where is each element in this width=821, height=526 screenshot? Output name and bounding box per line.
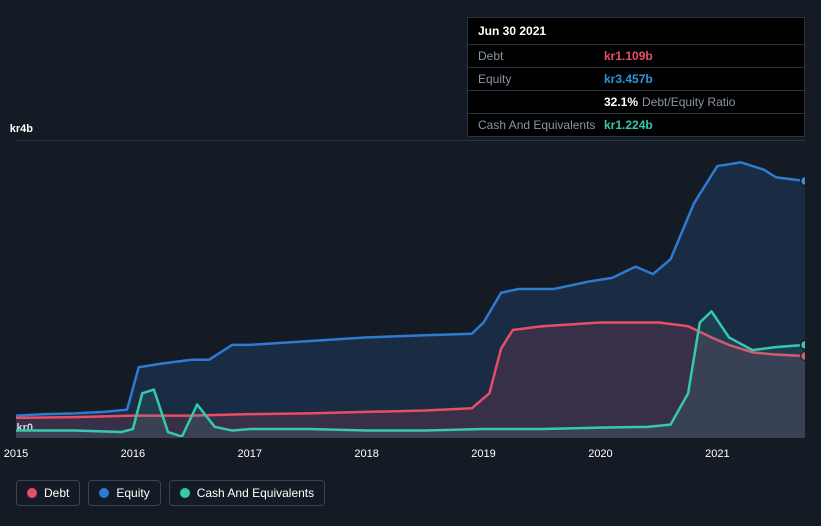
- legend-dot-icon: [27, 488, 37, 498]
- x-tick: 2021: [705, 448, 729, 460]
- tooltip-row: Debtkr1.109b: [468, 44, 804, 67]
- tooltip-row-value: kr1.224b: [604, 118, 653, 132]
- tooltip-row: 32.1%Debt/Equity Ratio: [468, 90, 804, 113]
- legend-item[interactable]: Debt: [16, 480, 80, 506]
- tooltip-row-label: Equity: [478, 72, 604, 86]
- legend-label: Equity: [116, 486, 149, 500]
- legend-label: Debt: [44, 486, 69, 500]
- chart-plot: [16, 140, 805, 438]
- legend-dot-icon: [180, 488, 190, 498]
- legend-label: Cash And Equivalents: [197, 486, 314, 500]
- series-end-marker: [801, 176, 806, 185]
- tooltip-row-suffix: Debt/Equity Ratio: [642, 95, 735, 109]
- x-tick: 2020: [588, 448, 612, 460]
- x-tick: 2015: [4, 448, 28, 460]
- tooltip-panel: Jun 30 2021 Debtkr1.109bEquitykr3.457b32…: [467, 17, 805, 137]
- tooltip-row-value: 32.1%Debt/Equity Ratio: [604, 95, 735, 109]
- y-tick-max: kr4b: [0, 123, 33, 135]
- tooltip-row-label: Debt: [478, 49, 604, 63]
- x-tick: 2016: [121, 448, 145, 460]
- tooltip-row-value: kr3.457b: [604, 72, 653, 86]
- x-tick: 2018: [354, 448, 378, 460]
- tooltip-date: Jun 30 2021: [468, 18, 804, 44]
- x-tick: 2019: [471, 448, 495, 460]
- series-end-marker: [801, 340, 806, 349]
- tooltip-rows: Debtkr1.109bEquitykr3.457b32.1%Debt/Equi…: [468, 44, 804, 136]
- tooltip-row-value: kr1.109b: [604, 49, 653, 63]
- legend: Debt Equity Cash And Equivalents: [16, 480, 325, 506]
- tooltip-row-label: Cash And Equivalents: [478, 118, 604, 132]
- tooltip-row-label: [478, 95, 604, 109]
- legend-item[interactable]: Cash And Equivalents: [169, 480, 325, 506]
- x-tick: 2017: [238, 448, 262, 460]
- tooltip-row: Equitykr3.457b: [468, 67, 804, 90]
- legend-dot-icon: [99, 488, 109, 498]
- tooltip-row: Cash And Equivalentskr1.224b: [468, 113, 804, 136]
- legend-item[interactable]: Equity: [88, 480, 160, 506]
